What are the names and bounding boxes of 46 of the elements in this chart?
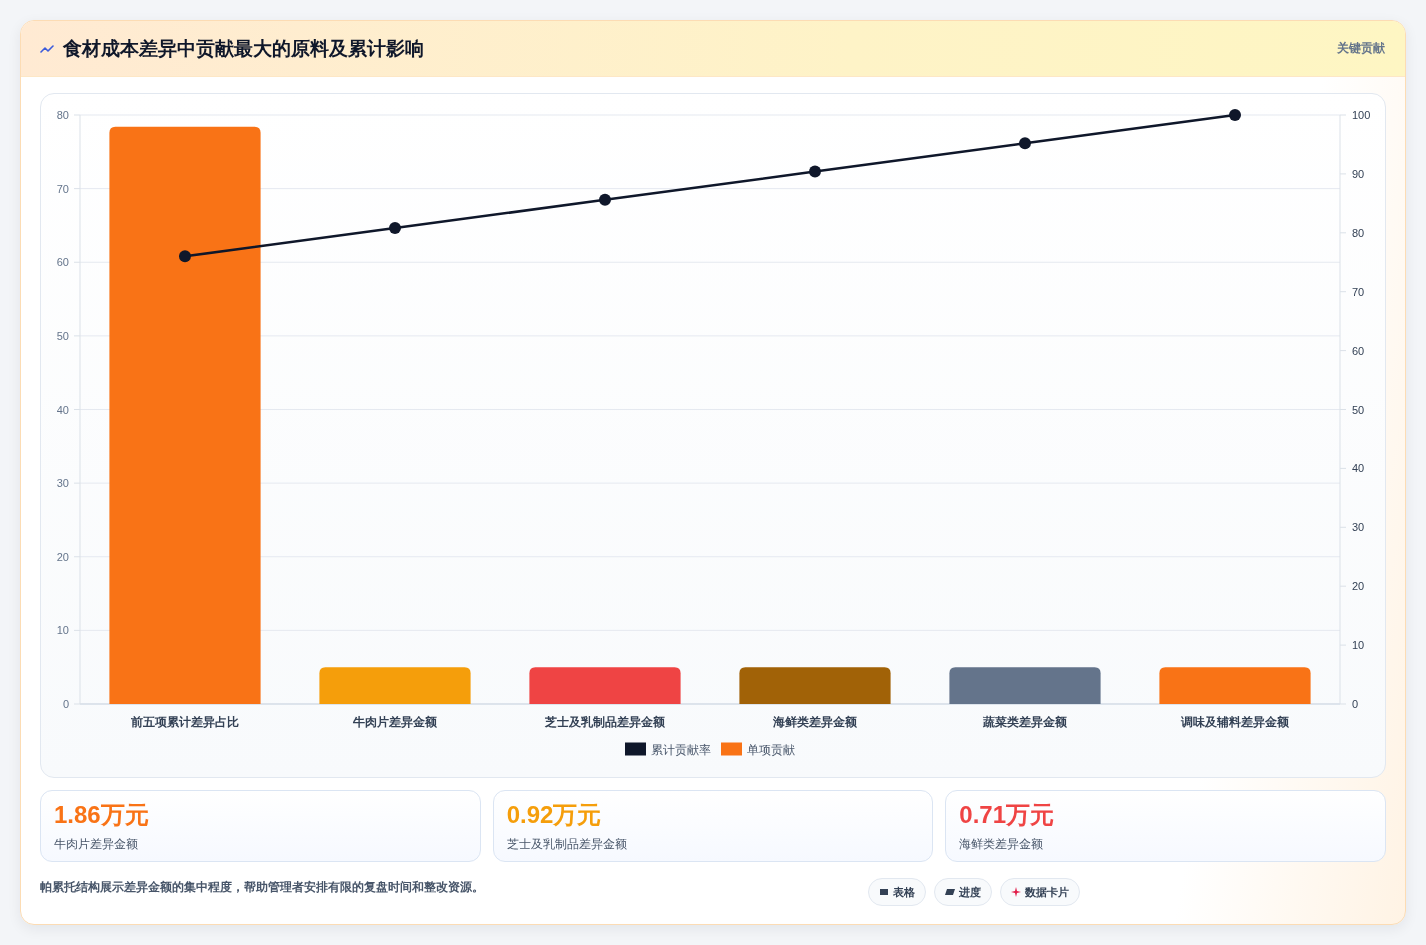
y-tick-label: 0 [62,698,69,710]
x-tick-label: 前五项累计差异占比 [130,715,239,729]
text: 牛肉片差异金额 [54,836,138,852]
y-tick-label: 40 [56,403,69,416]
point [179,250,191,263]
y-tick-label: 10 [56,624,69,637]
y2-tick-label: 0 [1352,698,1359,710]
text: 帕累托结构展示差异金额的集中程度，帮助管理者安排有限的复盘时间和整改资源。 [40,879,484,895]
y2-tick-label: 70 [1352,285,1365,298]
y2-tick-label: 10 [1352,639,1365,652]
x-tick-label: 牛肉片差异金额 [352,715,438,729]
point [1229,109,1241,121]
text: 0.71万元 [959,800,1055,830]
y2-tick-label: 90 [1352,167,1365,180]
y2-tick-label: 60 [1352,344,1365,357]
y2-tick-label: 100 [1352,109,1371,121]
legend-label: 累计贡献率 [651,742,711,757]
text: 进度 [959,884,981,900]
y-tick-label: 50 [56,329,69,342]
text: 海鲜类差异金额 [959,836,1044,852]
x-tick-label: 芝士及乳制品差异金额 [544,715,666,729]
point [1019,137,1031,150]
y2-tick-label: 20 [1352,580,1365,593]
chart-title: 食材成本差异中贡献最大的原料及累计影响 [63,37,424,61]
y-tick-label: 60 [56,256,69,269]
point [599,193,611,206]
y2-tick-label: 80 [1352,226,1365,239]
y2-tick-label: 40 [1352,462,1365,475]
point [809,165,821,178]
text: 芝士及乳制品差异金额 [506,836,627,852]
y-tick-label: 20 [56,550,69,563]
point [389,222,401,235]
y-tick-label: 30 [56,477,69,490]
text: 1.86万元 [54,800,149,830]
y2-tick-label: 50 [1352,403,1365,416]
text: 0.92万元 [506,800,602,830]
text: 数据卡片 [1025,884,1069,900]
y-tick-label: 80 [56,109,69,121]
y2-tick-label: 30 [1352,521,1365,534]
x-tick-label: 海鲜类差异金额 [772,715,858,729]
chart-subtitle: 关键贡献 [1337,40,1385,56]
y-tick-label: 70 [56,182,69,195]
x-tick-label: 蔬菜类差异金额 [982,715,1068,729]
text: 表格 [893,884,915,900]
x-tick-label: 调味及辅料差异金额 [1180,715,1290,729]
legend-label: 单项贡献 [747,742,795,757]
